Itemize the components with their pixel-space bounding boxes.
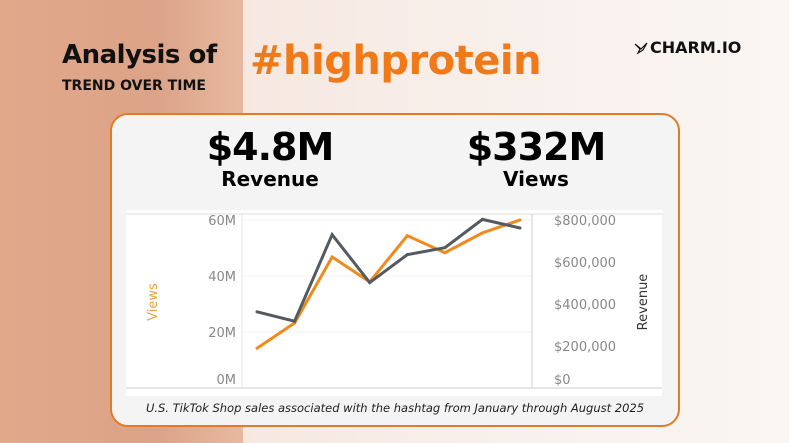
series-line-revenue: [256, 217, 521, 323]
data-point-views-mar: [330, 255, 334, 259]
left-tick-label: 60M: [208, 214, 236, 229]
left-axis-label: Views: [146, 283, 161, 321]
title-analysis-of: Analysis of: [62, 40, 217, 70]
right-tick-label: $400,000: [554, 298, 616, 313]
right-tick-label: $200,000: [554, 340, 616, 355]
data-point-revenue-feb: [293, 319, 297, 323]
right-tick-label: $800,000: [554, 214, 616, 229]
kpi-revenue-label: Revenue: [221, 167, 319, 191]
data-point-revenue-mar: [330, 233, 334, 237]
kpi-views-label: Views: [503, 167, 569, 191]
chart-svg: 0M 20M 40M 60M $0 $200,000 $400,000 $600,000 $80…: [126, 213, 662, 389]
left-tick-label: 40M: [208, 270, 236, 285]
data-point-revenue-jul: [480, 217, 484, 221]
data-point-views-aug: [518, 218, 522, 222]
data-point-revenue-jun: [443, 246, 447, 250]
right-tick-label: $0: [554, 373, 571, 388]
kpi-revenue-value: $4.8M: [206, 125, 335, 169]
kpi-views-value: $332M: [466, 125, 607, 169]
subtitle-trend: TREND OVER TIME: [62, 78, 206, 94]
chart-caption: U.S. TikTok Shop sales associated with t…: [145, 401, 645, 415]
chart: 0M 20M 40M 60M $0 $200,000 $400,000 $600,000 $80…: [126, 210, 662, 396]
data-point-revenue-may: [405, 253, 409, 257]
left-tick-label: 0M: [217, 373, 237, 388]
logo-text: CHARM.IO: [650, 38, 742, 57]
bird-icon: [634, 42, 648, 55]
left-tick-label: 20M: [208, 326, 236, 341]
series-line-views: [256, 218, 521, 350]
kpi-views: $332M Views: [426, 125, 646, 191]
data-point-views-jul: [480, 231, 484, 235]
kpi-revenue: $4.8M Revenue: [160, 125, 380, 191]
data-point-views-may: [405, 234, 409, 238]
charm-logo: CHARM.IO: [634, 38, 741, 57]
data-point-revenue-apr: [368, 281, 372, 285]
data-point-revenue-aug: [518, 226, 522, 230]
data-point-revenue-jan: [255, 310, 259, 314]
hashtag-title: #highprotein: [250, 38, 542, 84]
right-tick-label: $600,000: [554, 256, 616, 271]
right-axis-label: Revenue: [636, 274, 651, 331]
data-point-views-jun: [443, 251, 447, 255]
data-point-views-jan: [255, 346, 259, 350]
